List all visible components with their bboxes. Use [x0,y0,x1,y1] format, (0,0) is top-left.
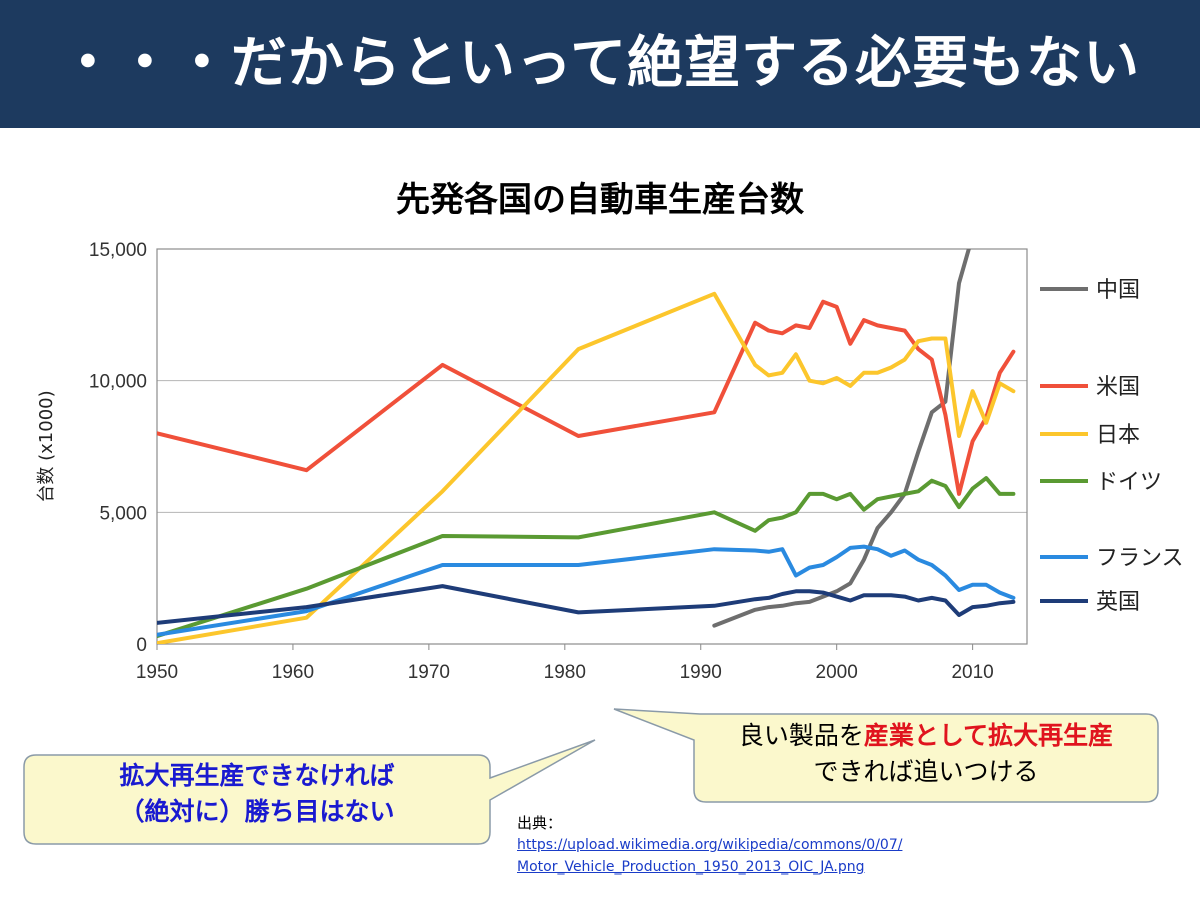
chart-title: 先発各国の自動車生産台数 [396,180,804,220]
x-tick-label: 1960 [272,662,314,683]
callout-left-bubble [23,739,596,845]
title-banner [0,0,1200,128]
legend-label: 米国 [1096,375,1140,400]
series-line-英国 [157,584,1016,625]
callout-right-bubble [613,708,1159,803]
series-line-ドイツ [157,476,1016,639]
callout-right-text: 良い製品を産業として拡大再生産 できれば追いつける [694,718,1158,790]
slide-title: ・・・だからといって絶望する必要もない [59,31,1141,96]
plot-frame [156,248,1028,645]
callout-right-pre: 良い製品を [738,721,864,750]
y-tick-label: 5,000 [99,503,147,524]
callout-right-line2: できれば追いつける [813,757,1039,786]
callout-left-line1: 拡大再生産できなければ [119,761,395,790]
y-axis-label: 台数 (x1000) [36,390,57,502]
series-line-中国 [712,249,971,628]
y-tick-label: 0 [136,635,147,656]
y-tick-label: 15,000 [89,240,147,261]
x-tick-label: 2000 [816,662,858,683]
series-line-フランス [157,544,1016,637]
source-label: 出典： [517,814,563,832]
x-tick-label: 1970 [408,662,450,683]
x-tick-label: 1990 [680,662,722,683]
source-link-line1[interactable]: https://upload.wikimedia.org/wikipedia/c… [517,837,903,853]
y-tick-label: 10,000 [89,372,147,393]
legend-label: 日本 [1096,423,1140,448]
source-link-line2[interactable]: Motor_Vehicle_Production_1950_2013_OIC_J… [517,859,865,875]
legend-label: 中国 [1096,278,1140,303]
callout-right-highlight: 産業として拡大再生産 [863,721,1114,750]
x-tick-label: 1950 [136,662,178,683]
callout-left-line2: （絶対に）勝ち目はない [119,797,395,826]
series-line-日本 [157,291,1016,644]
legend-label: 英国 [1096,590,1140,615]
x-tick-label: 2010 [951,662,993,683]
legend-label: フランス [1096,546,1184,571]
callout-right-line1: 良い製品を産業として拡大再生産 [694,718,1158,754]
series-line-米国 [157,299,1016,496]
legend-label: ドイツ [1096,470,1162,495]
source-citation: 出典： https://upload.wikimedia.org/wikiped… [517,812,902,878]
callout-left-text: 拡大再生産できなければ （絶対に）勝ち目はない [24,758,490,830]
x-tick-label: 1980 [544,662,586,683]
